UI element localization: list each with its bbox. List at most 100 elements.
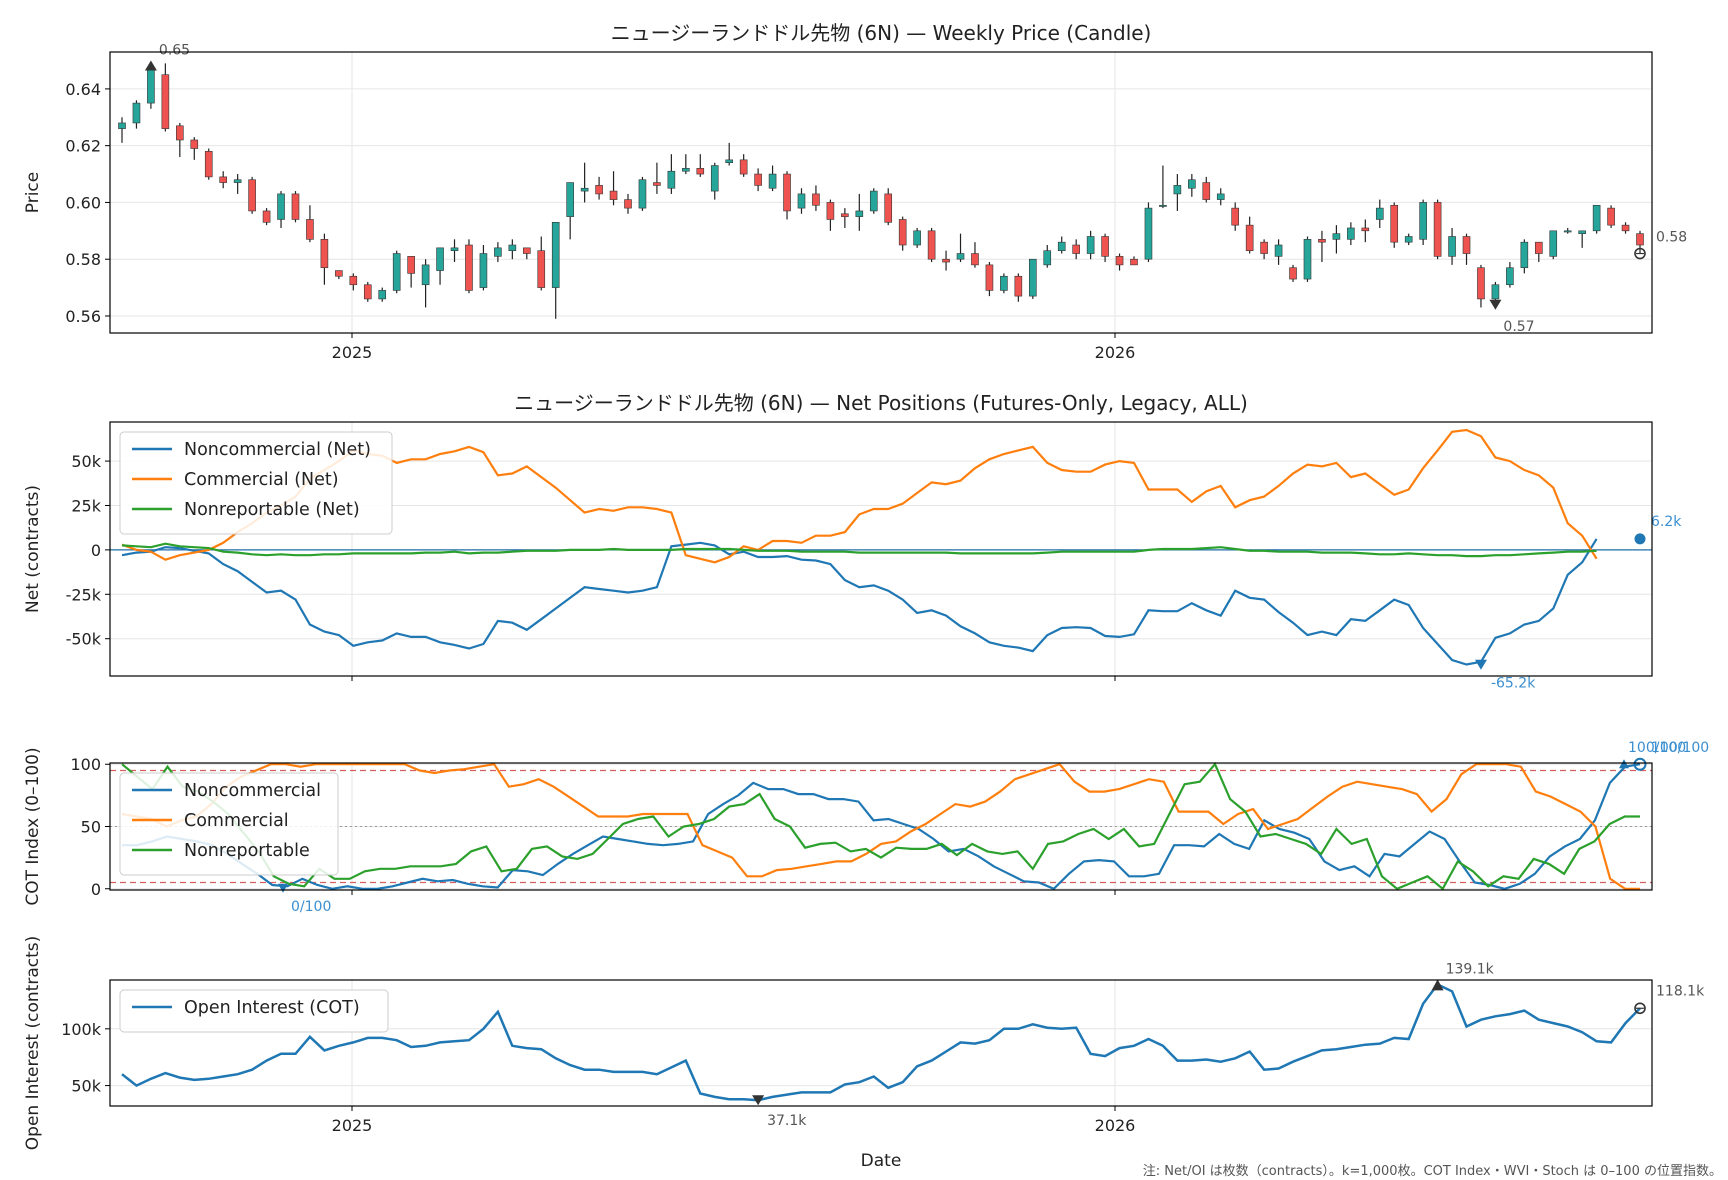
candle-body — [1231, 207, 1239, 226]
candle-body — [826, 202, 835, 220]
candle-body — [349, 275, 358, 286]
candle-body — [884, 193, 893, 223]
candle-body — [335, 270, 343, 277]
min-label: 0/100 — [291, 899, 331, 915]
min-label: 37.1k — [767, 1113, 807, 1129]
candle-body — [682, 168, 690, 172]
axes-frame — [109, 979, 1653, 1107]
candle-body — [1607, 207, 1615, 226]
candle-body — [913, 230, 921, 246]
max-label: 139.1k — [1446, 961, 1495, 977]
last-label: 0.58 — [1656, 230, 1687, 246]
axes-frame — [109, 51, 1653, 334]
legend-label: Commercial — [184, 811, 289, 831]
x-tick-label: 2025 — [332, 1116, 373, 1135]
candle-body — [1101, 236, 1109, 257]
candle-body — [277, 193, 285, 220]
y-tick-label: 0.56 — [65, 307, 101, 326]
y-tick-label: 0.62 — [65, 137, 101, 156]
last-marker — [1634, 533, 1646, 545]
candle-body — [725, 159, 734, 163]
legend-box — [119, 431, 393, 535]
candle-body — [421, 264, 430, 286]
y-axis-label: Price — [23, 172, 43, 213]
candle-body — [1130, 258, 1138, 266]
candle-body — [508, 244, 517, 251]
candle-body — [1535, 241, 1543, 254]
legend-label: Nonreportable (Net) — [184, 500, 360, 520]
y-tick-label: 25k — [71, 496, 101, 515]
candle-body — [1592, 204, 1601, 232]
last-marker — [1633, 757, 1647, 771]
candle-body — [1563, 230, 1572, 233]
candle-body — [1086, 236, 1095, 254]
x-tick-label: 2026 — [1095, 1116, 1136, 1135]
y-tick-label: 0 — [91, 880, 101, 899]
candle-body — [291, 193, 300, 220]
candle-body — [1245, 224, 1254, 251]
candle-body — [494, 247, 502, 257]
last-marker — [1634, 247, 1646, 260]
candle-body — [1520, 241, 1529, 269]
candle-body — [248, 179, 256, 212]
y-tick-label: 50k — [71, 452, 101, 471]
candle-body — [855, 210, 864, 217]
series-line — [122, 763, 1641, 891]
candle-body — [609, 190, 618, 200]
candle-body — [176, 125, 184, 141]
candle-body — [1549, 230, 1558, 257]
x-tick-label: 2026 — [1095, 343, 1136, 362]
legend-label: Noncommercial — [184, 781, 321, 801]
y-tick-label: -50k — [66, 630, 102, 649]
candle-body — [1491, 284, 1500, 300]
y-tick-label: 50k — [71, 1077, 101, 1096]
candle-body — [233, 179, 242, 183]
candle-body — [219, 176, 227, 183]
min-marker — [752, 1095, 765, 1106]
chart-title: ニュージーランドドル先物 (6N) — Weekly Price (Candle… — [611, 21, 1152, 45]
candle-body — [566, 182, 574, 217]
y-tick-label: 50 — [81, 818, 101, 837]
series-line — [121, 542, 1597, 558]
candle-body — [797, 193, 806, 209]
candle-body — [479, 253, 488, 288]
candle-body — [1144, 207, 1153, 260]
min-label: -65.2k — [1491, 676, 1536, 692]
candle-body — [667, 170, 676, 189]
candle-body — [898, 219, 907, 246]
candle-body — [1202, 182, 1211, 200]
candle-body — [580, 187, 589, 192]
last-label: 6.2k — [1651, 514, 1682, 530]
candle-body — [465, 244, 473, 291]
y-tick-label: 0 — [91, 541, 101, 560]
candle-body — [132, 102, 141, 124]
candle-body — [754, 173, 762, 186]
legend-box — [119, 989, 389, 1033]
min-marker — [1489, 299, 1502, 310]
open-interest-panel: 139.1k 37.1k 118.1k 50k 100k Open Interest (c… — [23, 936, 1705, 1150]
candle-body — [869, 190, 878, 212]
candle-body — [1433, 202, 1442, 257]
min-label: 0.57 — [1503, 319, 1534, 335]
candle-body — [436, 247, 444, 271]
candle-body — [1578, 230, 1586, 234]
candle-body — [537, 250, 546, 288]
candle-body — [1173, 185, 1182, 195]
candle-body — [378, 290, 387, 300]
candle-body — [1375, 207, 1384, 220]
candle-body — [710, 165, 719, 192]
legend-label: Open Interest (COT) — [184, 998, 360, 1018]
candle-body — [262, 210, 271, 223]
candle-body — [1448, 236, 1456, 257]
candle-body — [841, 213, 849, 217]
candle-body — [1057, 241, 1066, 251]
last-label: 100/100 — [1651, 740, 1709, 756]
candle-body — [1390, 204, 1399, 243]
candle-body — [783, 173, 791, 212]
x-tick-label: 2025 — [332, 343, 373, 362]
y-tick-label: 0.64 — [65, 80, 101, 99]
y-tick-label: 0.60 — [65, 193, 101, 212]
price-candle-panel: 0.65 0.57 0.58 0.56 0.58 0.60 0.62 0.64 Price 202… — [23, 21, 1687, 362]
